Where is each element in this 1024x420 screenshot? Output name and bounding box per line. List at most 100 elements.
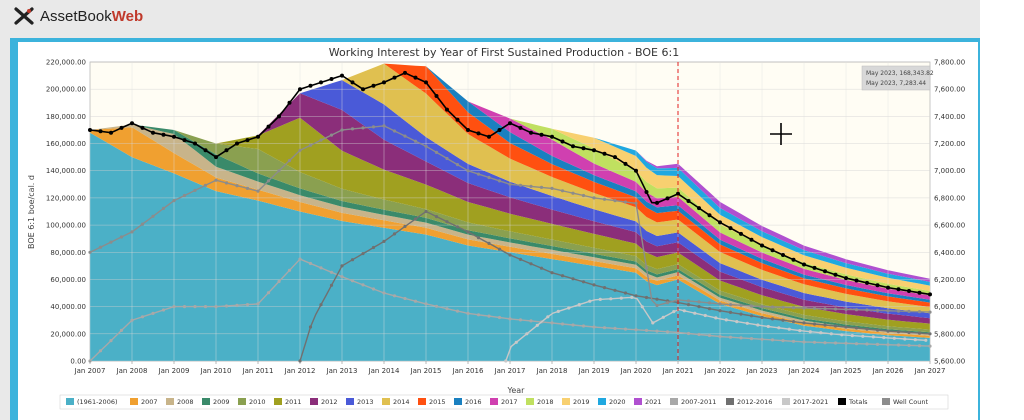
grid-lines [89, 61, 931, 362]
line-point [613, 326, 617, 330]
y2-tick-label: 6,800.00 [934, 194, 965, 202]
line-point [266, 291, 271, 295]
y-tick-label: 140,000.00 [46, 167, 86, 175]
legend-item[interactable]: 2014 [382, 398, 410, 406]
line-point [497, 179, 502, 183]
right-margin [980, 0, 1024, 420]
line-point [455, 117, 460, 122]
line-point [655, 303, 659, 308]
line-point [760, 337, 764, 341]
line-point [539, 185, 544, 189]
line-point [865, 280, 869, 285]
working-interest-chart[interactable]: Working Interest by Year of First Sustai… [0, 0, 980, 420]
line-point [455, 225, 460, 229]
crosshair-cursor-icon [770, 123, 792, 145]
line-point [619, 296, 623, 300]
y2-tick-label: 6,000.00 [934, 303, 965, 311]
legend-item[interactable]: 2012-2016 [726, 398, 772, 406]
legend-item[interactable]: 2016 [454, 398, 482, 406]
legend-item[interactable]: (1961-2006) [66, 398, 118, 406]
line-point [287, 268, 292, 272]
line-point [529, 319, 533, 323]
legend-item[interactable]: 2013 [346, 398, 374, 406]
legend-swatch [782, 398, 790, 405]
legend-item[interactable]: 2019 [562, 398, 590, 406]
line-point [718, 309, 722, 313]
line-point [728, 335, 733, 339]
line-point [140, 315, 145, 319]
line-point [98, 349, 103, 353]
x-tick-label: Jan 2026 [872, 367, 904, 375]
line-point [361, 87, 365, 92]
x-tick-label: Jan 2021 [662, 367, 694, 375]
legend-item[interactable]: 2020 [598, 398, 626, 406]
line-point [508, 121, 512, 126]
line-point [581, 280, 586, 284]
line-point [833, 324, 838, 328]
line-point [214, 155, 218, 160]
line-series-group [88, 70, 932, 363]
line-point [861, 334, 865, 338]
line-point [445, 156, 449, 161]
line-point [781, 253, 785, 257]
line-point [476, 131, 481, 136]
line-point [676, 191, 680, 196]
line-point [413, 75, 418, 80]
legend-item[interactable]: Totals [838, 398, 868, 406]
y-tick-label: 160,000.00 [46, 140, 86, 148]
legend-swatch [418, 398, 426, 405]
legend-item[interactable]: 2017-2021 [782, 398, 828, 406]
x-tick-label: Jan 2023 [746, 367, 778, 375]
legend-label: 2017 [501, 398, 518, 406]
legend-item[interactable]: 2011 [274, 398, 302, 406]
line-point [791, 306, 796, 310]
line-point [791, 257, 796, 262]
legend-item[interactable]: 2007 [130, 398, 158, 406]
y2-tick-label: 7,200.00 [934, 140, 965, 148]
line-point [686, 199, 691, 203]
line-point [844, 341, 848, 345]
line-point [308, 325, 313, 329]
y-axis-label: BOE 6:1 boe/cal. d [27, 175, 36, 249]
legend-item[interactable]: 2010 [238, 398, 266, 406]
line-point [602, 151, 607, 156]
line-point [560, 274, 565, 278]
line-point [812, 265, 817, 270]
legend-item[interactable]: 2021 [634, 398, 662, 406]
line-point [661, 315, 665, 319]
legend-item[interactable]: 2008 [166, 398, 194, 406]
line-point [350, 127, 355, 131]
line-point [266, 124, 271, 129]
legend-item[interactable]: Well Count [882, 398, 928, 406]
line-point [850, 334, 854, 338]
line-point [224, 304, 229, 308]
line-point [350, 258, 355, 262]
line-point [550, 321, 554, 325]
line-point [644, 190, 649, 194]
line-point [854, 326, 859, 330]
line-point [529, 184, 533, 188]
legend-item[interactable]: 2018 [526, 398, 554, 406]
line-point [749, 314, 754, 318]
app-logo[interactable]: AssetBookWeb [14, 6, 143, 26]
legend-item[interactable]: 2012 [310, 398, 338, 406]
line-point [854, 342, 859, 346]
line-point [697, 300, 701, 304]
line-point [760, 305, 764, 309]
line-point [560, 139, 565, 144]
line-point [907, 309, 911, 313]
line-point [161, 308, 166, 312]
legend-item[interactable]: 2015 [418, 398, 446, 406]
line-point [707, 333, 712, 338]
line-point [588, 299, 592, 303]
line-point [556, 309, 560, 313]
line-point [119, 328, 124, 332]
line-point [214, 178, 218, 182]
line-point [623, 161, 628, 166]
legend-item[interactable]: 2017 [490, 398, 518, 406]
line-point [686, 299, 691, 303]
legend-item[interactable]: 2009 [202, 398, 230, 406]
x-axis-label: Year [507, 386, 526, 395]
line-point [609, 297, 613, 301]
legend-item[interactable]: 2007-2011 [670, 398, 716, 406]
